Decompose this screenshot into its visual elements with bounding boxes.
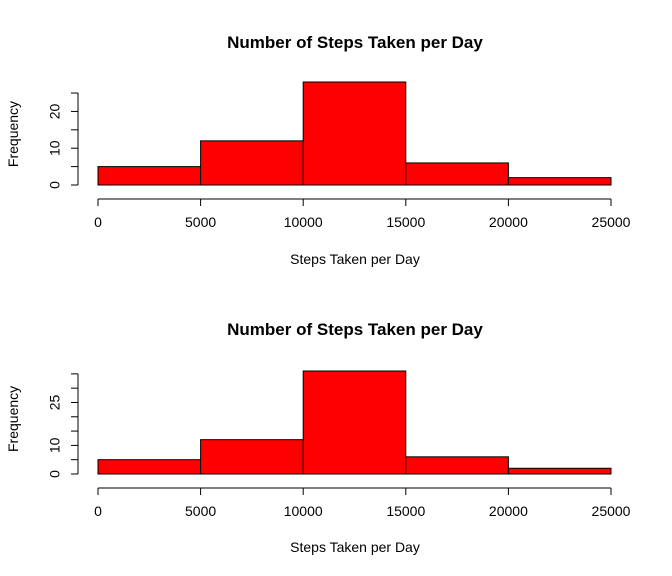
chart-title: Number of Steps Taken per Day [227,33,483,52]
y-tick-label: 10 [47,140,63,156]
histogram-bar [200,140,304,186]
y-tick-label: 25 [47,394,63,410]
histogram-bar [302,370,407,475]
x-tick-label: 20000 [489,503,528,519]
y-tick-label: 0 [47,181,63,189]
x-tick-label: 25000 [592,503,631,519]
y-tick-label: 10 [47,437,63,453]
x-tick-label: 5000 [185,214,216,230]
y-axis-label: Frequency [5,386,21,452]
histogram-bar [200,439,304,475]
y-tick-label: 0 [47,470,63,478]
histogram-bar [507,177,612,186]
histogram-bar [405,162,509,186]
histogram-bar [507,467,612,475]
x-tick-label: 15000 [386,503,425,519]
x-tick-label: 10000 [284,214,323,230]
histogram-panel-2: Number of Steps Taken per Day 0 5000 10000 1… [5,320,631,555]
x-tick-label: 20000 [489,214,528,230]
x-axis-label: Steps Taken per Day [290,539,420,555]
histogram-bar [405,456,509,475]
chart-title: Number of Steps Taken per Day [227,320,483,339]
x-tick-label: 5000 [185,503,216,519]
x-tick-label: 0 [94,503,102,519]
x-axis-label: Steps Taken per Day [290,251,420,267]
x-tick-label: 15000 [386,214,425,230]
histogram-bar [302,81,407,186]
x-tick-label: 0 [94,214,102,230]
histogram-panel-1: Number of Steps Taken per Day 0 5000 10000 1… [5,33,631,267]
y-axis-label: Frequency [5,101,21,167]
x-tick-label: 10000 [284,503,323,519]
x-tick-label: 25000 [592,214,631,230]
y-tick-label: 20 [47,103,63,119]
histogram-bar [97,459,202,475]
histogram-bar [97,166,202,186]
